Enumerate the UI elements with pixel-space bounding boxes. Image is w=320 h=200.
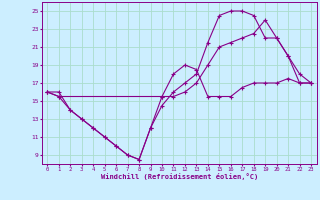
X-axis label: Windchill (Refroidissement éolien,°C): Windchill (Refroidissement éolien,°C) [100, 173, 258, 180]
